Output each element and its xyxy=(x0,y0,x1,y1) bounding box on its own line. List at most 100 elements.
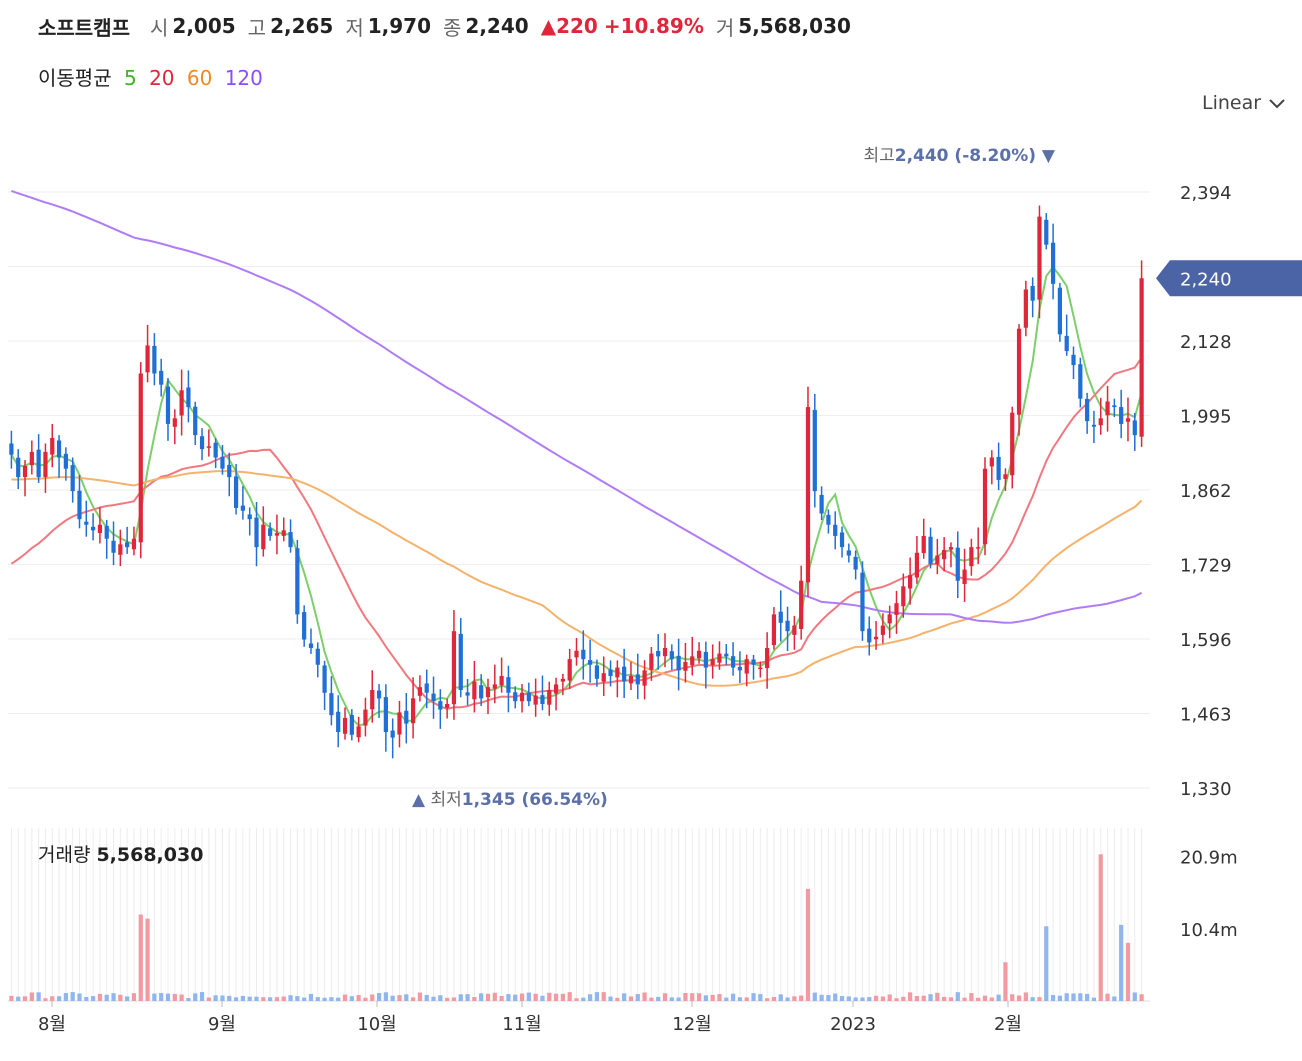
candle xyxy=(1085,392,1090,434)
candle-body xyxy=(758,667,763,670)
candle-body xyxy=(1064,335,1069,352)
ma60-line xyxy=(11,469,1143,687)
candle xyxy=(690,636,695,676)
candle-body xyxy=(485,687,491,698)
volume-bar xyxy=(1105,993,1110,1001)
volume-bar xyxy=(1119,924,1124,1001)
month-label: 8월 xyxy=(38,1014,66,1035)
candle-body xyxy=(1010,412,1015,476)
scale-selector[interactable]: Linear xyxy=(1202,92,1285,114)
candle-body xyxy=(295,548,300,615)
volume-bar xyxy=(724,997,729,1001)
candle xyxy=(799,565,804,640)
volume-bar xyxy=(758,994,763,1001)
ma5-line xyxy=(10,265,1143,727)
candle xyxy=(29,440,34,475)
candle-body xyxy=(213,442,218,458)
candle-body xyxy=(588,660,593,665)
candle xyxy=(935,538,940,575)
volume-bar xyxy=(274,997,280,1001)
candle-body xyxy=(431,693,436,702)
candle xyxy=(1023,280,1028,337)
candle xyxy=(669,644,674,670)
price-tick-label: 2,394 xyxy=(1180,183,1232,204)
candle xyxy=(16,449,21,490)
candle xyxy=(1050,223,1056,300)
candle-body xyxy=(220,456,225,469)
candle-body xyxy=(274,533,280,536)
volume-bar xyxy=(622,993,627,1001)
volume-bar xyxy=(601,992,606,1001)
volume-bar xyxy=(853,997,858,1001)
volume-bar xyxy=(533,993,538,1001)
candle xyxy=(908,557,913,605)
ma-20[interactable]: 20 xyxy=(149,66,175,90)
candle xyxy=(608,660,613,687)
candle-body xyxy=(1085,398,1090,422)
candle-body xyxy=(397,712,402,735)
volume-bar xyxy=(261,997,266,1001)
volume-bar xyxy=(1003,962,1008,1001)
ma-5[interactable]: 5 xyxy=(123,66,137,90)
close-label: 종 xyxy=(443,15,462,40)
volume-bar xyxy=(526,992,531,1001)
candle xyxy=(730,642,736,676)
candle xyxy=(227,452,232,497)
volume-bar xyxy=(424,994,429,1001)
volume-bar xyxy=(1010,994,1015,1001)
candle-body xyxy=(84,521,89,525)
candle-body xyxy=(867,628,872,643)
candle xyxy=(376,684,382,718)
price-tick-label: 1,995 xyxy=(1180,407,1232,428)
candle-body xyxy=(199,436,205,450)
volume-bar xyxy=(581,997,586,1001)
volume-bar xyxy=(1023,992,1028,1001)
ma-120[interactable]: 120 xyxy=(224,66,263,90)
volume-bar xyxy=(751,993,756,1001)
candle xyxy=(914,536,920,584)
candle xyxy=(288,519,293,553)
volume-bar xyxy=(540,995,545,1001)
candle-body xyxy=(567,659,572,681)
volume-bar xyxy=(948,997,954,1001)
candle xyxy=(615,660,620,698)
volume-bar xyxy=(935,992,940,1001)
candle xyxy=(302,605,307,647)
volume-bar xyxy=(315,997,320,1001)
volume-bar xyxy=(1050,995,1056,1001)
stock-name: 소프트캠프 xyxy=(38,15,130,40)
month-label: 9월 xyxy=(208,1014,236,1035)
candle xyxy=(560,673,565,696)
candle xyxy=(846,543,851,563)
candle xyxy=(220,444,225,475)
volume-panel-value: 5,568,030 xyxy=(96,844,204,866)
volume-bar xyxy=(390,995,395,1001)
volume-bar xyxy=(254,996,259,1001)
volume-bar xyxy=(1044,926,1049,1001)
candle xyxy=(581,630,586,680)
candle xyxy=(1112,398,1117,418)
candle-body xyxy=(1023,289,1028,328)
ma-60[interactable]: 60 xyxy=(186,66,213,90)
candle xyxy=(342,707,348,740)
candle-body xyxy=(1003,474,1008,479)
price-grid xyxy=(8,191,1150,789)
candle xyxy=(404,693,409,744)
candle xyxy=(492,664,497,704)
volume-bar xyxy=(336,997,341,1001)
candle-body xyxy=(730,656,736,668)
candle-body xyxy=(36,449,41,478)
candle xyxy=(1037,205,1042,319)
candle xyxy=(805,386,811,597)
candle xyxy=(662,633,668,668)
candle-body xyxy=(404,710,409,724)
candle xyxy=(826,509,831,534)
candle xyxy=(880,613,885,644)
candle-body xyxy=(901,586,906,607)
volume-bar xyxy=(1125,942,1131,1001)
candle xyxy=(329,676,334,726)
volume-bar xyxy=(812,992,817,1001)
candle xyxy=(118,529,123,567)
candle-body xyxy=(499,675,504,686)
